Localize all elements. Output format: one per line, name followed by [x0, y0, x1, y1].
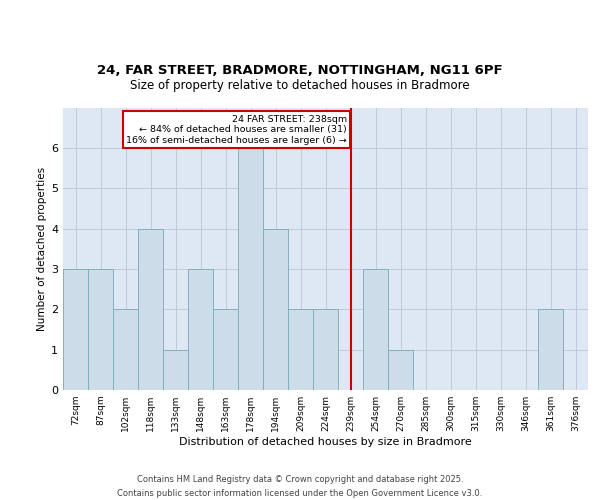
Bar — [313, 310, 338, 390]
Bar — [364, 269, 388, 390]
Text: Size of property relative to detached houses in Bradmore: Size of property relative to detached ho… — [130, 80, 470, 92]
Bar — [238, 148, 263, 390]
Bar — [163, 350, 188, 390]
Bar — [88, 269, 113, 390]
Bar — [113, 310, 137, 390]
Bar — [139, 228, 163, 390]
Text: 24 FAR STREET: 238sqm
← 84% of detached houses are smaller (31)
16% of semi-deta: 24 FAR STREET: 238sqm ← 84% of detached … — [126, 115, 347, 144]
Bar — [64, 269, 88, 390]
Text: Contains HM Land Registry data © Crown copyright and database right 2025.
Contai: Contains HM Land Registry data © Crown c… — [118, 476, 482, 498]
X-axis label: Distribution of detached houses by size in Bradmore: Distribution of detached houses by size … — [179, 437, 472, 447]
Bar — [214, 310, 238, 390]
Bar — [289, 310, 313, 390]
Text: 24, FAR STREET, BRADMORE, NOTTINGHAM, NG11 6PF: 24, FAR STREET, BRADMORE, NOTTINGHAM, NG… — [97, 64, 503, 78]
Bar — [263, 228, 287, 390]
Bar — [188, 269, 212, 390]
Bar — [538, 310, 563, 390]
Y-axis label: Number of detached properties: Number of detached properties — [37, 166, 47, 331]
Bar — [388, 350, 413, 390]
